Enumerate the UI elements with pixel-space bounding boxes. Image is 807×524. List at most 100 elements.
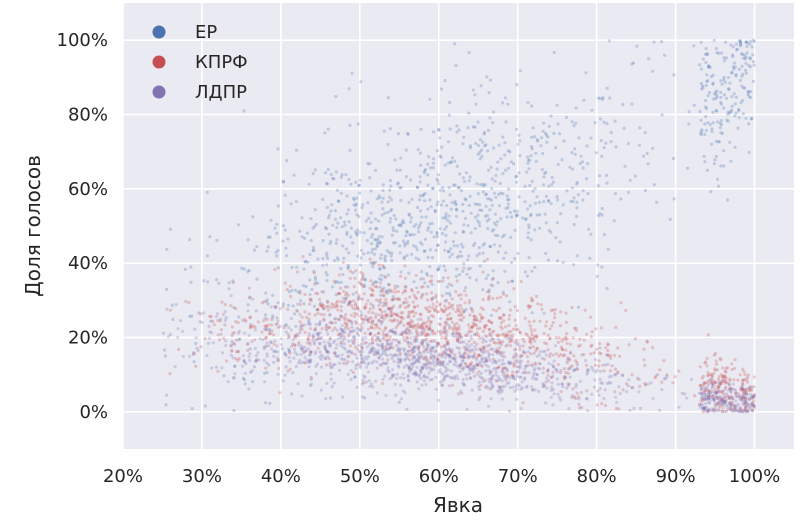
scatter-point (406, 304, 410, 309)
scatter-point (603, 363, 608, 367)
scatter-point (557, 336, 561, 340)
scatter-point (564, 335, 568, 339)
scatter-point (326, 256, 330, 260)
scatter-point (349, 329, 353, 333)
scatter-point (708, 401, 712, 405)
scatter-point (439, 332, 443, 336)
scatter-point (438, 302, 443, 306)
scatter-point (479, 348, 483, 352)
scatter-point (340, 173, 344, 177)
scatter-point (551, 403, 555, 407)
scatter-point (359, 344, 364, 349)
scatter-point (425, 366, 429, 370)
scatter-point (443, 79, 447, 83)
scatter-point (719, 79, 723, 83)
scatter-point (163, 348, 167, 352)
scatter-point (404, 234, 408, 238)
scatter-point (403, 288, 407, 293)
scatter-point (461, 176, 465, 180)
scatter-point (389, 209, 393, 213)
scatter-point (419, 163, 423, 167)
scatter-point (338, 317, 342, 322)
scatter-point (423, 339, 427, 343)
scatter-point (273, 339, 277, 343)
scatter-point (427, 343, 431, 347)
scatter-point (535, 354, 539, 358)
scatter-point (444, 366, 448, 370)
scatter-point (489, 313, 493, 318)
scatter-point (564, 348, 568, 352)
scatter-point (232, 376, 236, 380)
scatter-point (709, 75, 714, 79)
scatter-point (747, 389, 752, 393)
scatter-point (714, 139, 718, 143)
scatter-point (744, 406, 748, 410)
scatter-point (706, 121, 710, 125)
scatter-point (559, 368, 563, 373)
scatter-point (399, 321, 403, 325)
scatter-point (437, 342, 441, 346)
scatter-point (286, 336, 290, 340)
scatter-point (443, 248, 447, 252)
scatter-point (590, 108, 594, 112)
scatter-point (527, 226, 531, 230)
scatter-point (390, 313, 394, 317)
scatter-point (743, 395, 747, 399)
scatter-point (483, 214, 487, 218)
scatter-point (209, 319, 213, 323)
scatter-point (494, 173, 498, 177)
scatter-point (492, 329, 496, 333)
scatter-point (409, 318, 413, 322)
scatter-point (750, 403, 755, 407)
scatter-point (429, 355, 433, 359)
scatter-point (268, 401, 272, 405)
scatter-point (432, 315, 436, 319)
scatter-point (596, 214, 601, 218)
scatter-point (418, 198, 422, 202)
scatter-point (390, 290, 394, 294)
scatter-point (728, 405, 733, 409)
scatter-point (445, 342, 449, 346)
scatter-point (429, 321, 433, 325)
scatter-point (422, 379, 426, 383)
scatter-point (203, 404, 207, 408)
scatter-point (501, 135, 505, 139)
scatter-point (734, 42, 739, 46)
scatter-point (544, 401, 548, 405)
scatter-point (410, 368, 414, 372)
scatter-point (275, 322, 279, 326)
scatter-point (457, 293, 461, 297)
scatter-point (442, 189, 446, 193)
scatter-point (577, 395, 581, 399)
scatter-point (464, 349, 468, 353)
scatter-point (409, 220, 413, 224)
scatter-point (406, 349, 410, 353)
scatter-point (604, 173, 609, 177)
scatter-point (392, 359, 396, 363)
scatter-point (503, 384, 507, 388)
legend-label: ЛДПР (195, 82, 247, 103)
scatter-point (486, 149, 490, 153)
scatter-point (396, 297, 400, 301)
scatter-point (305, 360, 309, 365)
scatter-point (726, 119, 730, 123)
scatter-point (375, 197, 379, 201)
scatter-point (412, 305, 417, 309)
scatter-point (660, 113, 664, 117)
scatter-point (498, 340, 502, 344)
scatter-point (559, 345, 564, 349)
scatter-point (703, 392, 707, 397)
scatter-point (459, 242, 464, 246)
scatter-point (415, 339, 419, 343)
scatter-point (566, 356, 570, 360)
scatter-point (506, 149, 510, 153)
scatter-point (391, 228, 395, 233)
scatter-point (370, 338, 374, 342)
scatter-point (554, 352, 558, 356)
scatter-point (645, 340, 649, 344)
scatter-point (687, 110, 691, 114)
scatter-point (444, 291, 449, 296)
scatter-point (303, 355, 307, 360)
scatter-point (168, 372, 172, 376)
scatter-point (568, 365, 573, 369)
